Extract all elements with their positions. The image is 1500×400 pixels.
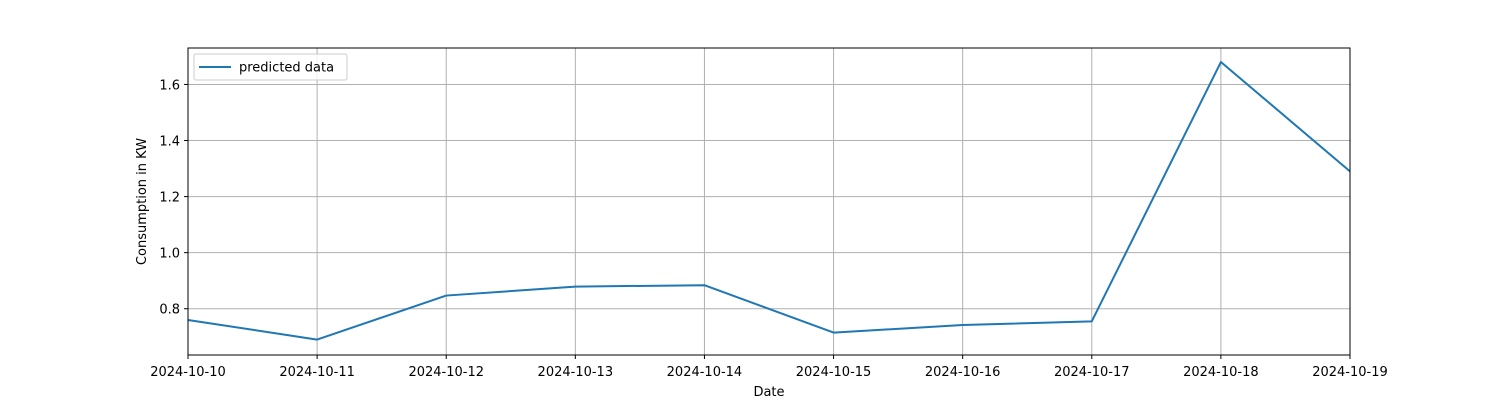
x-tick-label: 2024-10-11 — [279, 365, 355, 380]
x-tick-label: 2024-10-13 — [538, 365, 614, 380]
x-tick-label: 2024-10-17 — [1054, 365, 1130, 380]
x-tick-label: 2024-10-10 — [150, 365, 226, 380]
y-tick-label: 1.4 — [159, 135, 180, 150]
legend-box — [193, 53, 348, 81]
tick-layer: 2024-10-10 2024-10-11 2024-10-12 2024-10-13… — [150, 78, 1388, 380]
legend-label: predicted data — [239, 61, 334, 76]
legend: predicted data — [193, 53, 348, 81]
plot-frame — [187, 47, 1351, 356]
y-tick-label: 0.8 — [159, 303, 180, 318]
y-axis-label: Consumption in KW — [135, 138, 150, 265]
x-tick-label: 2024-10-16 — [925, 365, 1001, 380]
x-tick-label: 2024-10-12 — [408, 365, 484, 380]
x-tick-label: 2024-10-19 — [1312, 365, 1388, 380]
grid-layer — [187, 48, 1351, 355]
y-tick-label: 1.2 — [159, 191, 180, 206]
y-tick-label: 1.6 — [159, 78, 180, 93]
x-axis-label: Date — [753, 385, 784, 400]
series-layer — [187, 61, 1351, 341]
y-tick-label: 1.0 — [159, 247, 180, 262]
series-line — [187, 61, 1351, 341]
x-tick-label: 2024-10-15 — [796, 365, 872, 380]
x-tick-label: 2024-10-14 — [667, 365, 743, 380]
x-tick-label: 2024-10-18 — [1183, 365, 1259, 380]
